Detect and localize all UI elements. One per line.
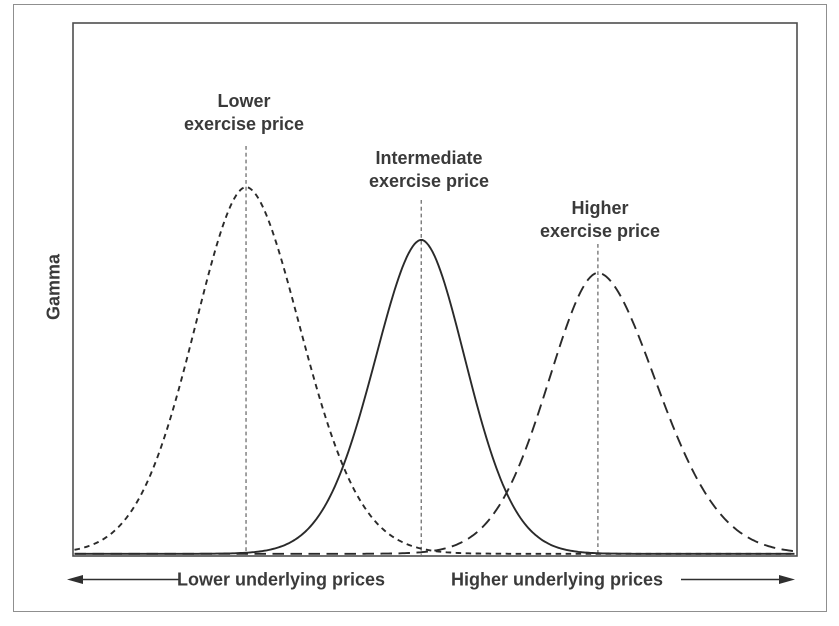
x-annotation-higher-underlying: Higher underlying prices (450, 569, 664, 590)
x-annotation-lower-underlying: Lower underlying prices (176, 569, 386, 590)
curve-label-higher: Higher exercise price (540, 197, 660, 243)
curve-lower-exercise-price (74, 186, 795, 555)
curve-label-lower: Lower exercise price (184, 90, 304, 136)
curve-label-lower-line1: Lower (217, 91, 271, 111)
left-arrow-icon (67, 575, 180, 584)
curve-label-intermediate-line1: Intermediate (375, 148, 483, 168)
curve-label-lower-line2: exercise price (183, 114, 305, 134)
right-arrow-icon (681, 575, 795, 584)
curve-intermediate-exercise-price (74, 238, 795, 555)
y-axis-label: Gamma (43, 253, 64, 321)
curve-higher-exercise-price (74, 271, 795, 555)
figure-frame (13, 4, 827, 612)
plot-axes (72, 22, 798, 557)
curve-label-intermediate-line2: exercise price (368, 171, 490, 191)
curve-label-higher-line1: Higher (571, 198, 629, 218)
curve-label-intermediate: Intermediate exercise price (369, 147, 489, 193)
curve-label-higher-line2: exercise price (539, 221, 661, 241)
